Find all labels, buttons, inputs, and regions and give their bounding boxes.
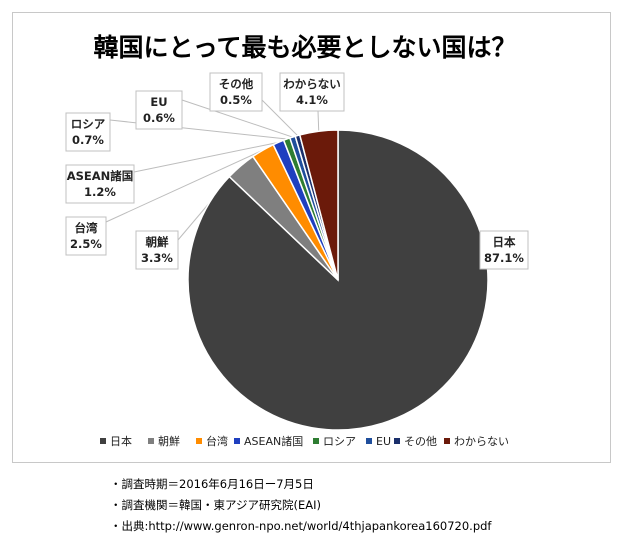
data-label-box xyxy=(135,230,179,270)
legend-swatch xyxy=(148,438,154,444)
data-label-value: 3.3% xyxy=(141,251,173,265)
data-label-value: 0.6% xyxy=(143,111,175,125)
data-label-name: 台湾 xyxy=(75,221,98,235)
data-label-name: わからない xyxy=(283,77,341,91)
legend-item: わからない xyxy=(444,435,509,448)
survey-period-note: ・調査時期＝2016年6月16日ー7月5日 xyxy=(110,477,314,491)
data-label-value: 4.1% xyxy=(296,93,328,107)
legend-label: EU xyxy=(376,435,391,448)
pie-slice xyxy=(187,129,489,431)
data-label-box xyxy=(279,72,345,112)
data-label-box xyxy=(65,164,135,204)
legend-item: 日本 xyxy=(100,434,132,448)
legend-swatch xyxy=(394,438,400,444)
legend-swatch xyxy=(366,438,372,444)
legend-label: ASEAN諸国 xyxy=(244,434,303,448)
leader-line xyxy=(261,99,298,136)
chart-title: 韓国にとって最も必要としない国は？ xyxy=(93,33,516,62)
data-label-box xyxy=(209,72,263,112)
leader-line xyxy=(105,149,264,223)
legend-label: ロシア xyxy=(323,435,356,448)
legend-label: わからない xyxy=(454,435,509,448)
legend-swatch xyxy=(313,438,319,444)
legend-item: ロシア xyxy=(313,435,356,448)
legend-swatch xyxy=(234,438,240,444)
legend-label: 台湾 xyxy=(206,434,228,448)
data-label-value: 1.2% xyxy=(84,185,116,199)
data-label-value: 2.5% xyxy=(70,237,102,251)
legend-item: その他 xyxy=(394,435,437,448)
leader-line xyxy=(317,110,320,132)
data-label-box xyxy=(65,216,107,256)
legend-label: 日本 xyxy=(110,434,132,448)
survey-agency-note: ・調査機関＝韓国・東アジア研究院(EAI) xyxy=(110,498,322,512)
legend-item: EU xyxy=(366,435,391,448)
pie-slice xyxy=(298,129,339,281)
data-label-name: 日本 xyxy=(493,235,516,249)
data-label-name: その他 xyxy=(219,77,254,91)
legend-swatch xyxy=(196,438,202,444)
data-label-box xyxy=(65,112,111,152)
leader-line xyxy=(133,141,279,173)
data-label-value: 87.1% xyxy=(484,251,524,265)
legend-swatch xyxy=(444,438,450,444)
legend-item: 朝鮮 xyxy=(148,434,180,448)
data-label-name: ロシア xyxy=(71,117,106,131)
legend-item: 台湾 xyxy=(196,434,228,448)
data-label-value: 0.7% xyxy=(72,133,104,147)
legend-label: 朝鮮 xyxy=(158,434,180,448)
data-label-box xyxy=(135,90,183,130)
data-label-name: ASEAN諸国 xyxy=(67,169,134,183)
source-note: ・出典:http://www.genron-npo.net/world/4thj… xyxy=(110,519,492,533)
data-label-name: EU xyxy=(150,95,167,109)
legend-swatch xyxy=(100,438,106,444)
data-label-name: 朝鮮 xyxy=(146,235,169,249)
leader-line xyxy=(181,99,293,138)
legend-item: ASEAN諸国 xyxy=(234,434,303,448)
legend-label: その他 xyxy=(404,435,437,448)
data-label-value: 0.5% xyxy=(220,93,252,107)
data-label-box xyxy=(479,230,529,270)
